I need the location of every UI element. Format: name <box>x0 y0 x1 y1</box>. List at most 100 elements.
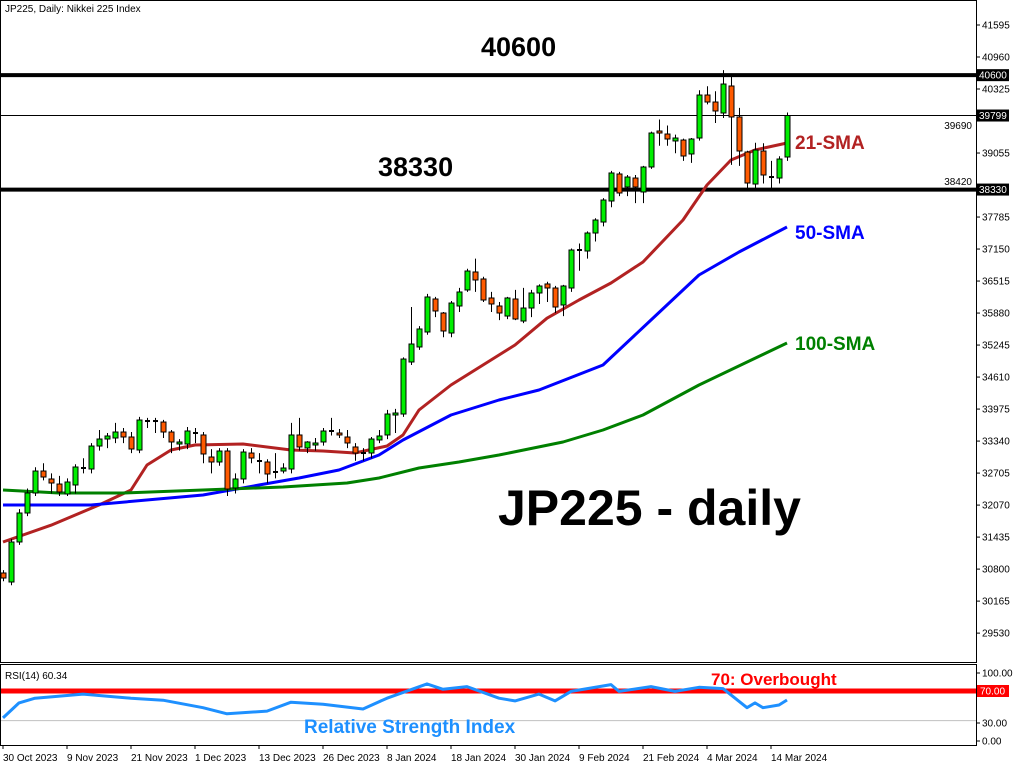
candle <box>384 409 391 440</box>
price-tick-label: 30165 <box>982 597 1010 608</box>
candle <box>88 443 95 474</box>
candle <box>504 296 511 320</box>
candle-body-bull <box>592 219 599 234</box>
candle <box>680 138 687 161</box>
sma50-label: 50-SMA <box>795 223 865 244</box>
candle-body-bull <box>528 292 535 309</box>
price-level-tag-label: 40600 <box>979 71 1007 82</box>
candle-body-bear <box>480 278 487 301</box>
rsi-level-tag <box>977 685 1009 697</box>
candle-body-bear <box>352 446 359 454</box>
candle-body-bull <box>448 302 455 334</box>
candle <box>400 357 407 417</box>
candle <box>273 453 278 479</box>
candle <box>264 459 271 484</box>
price-tick-label: 29530 <box>982 629 1010 640</box>
candle <box>392 408 399 434</box>
price-tick-label: 37150 <box>982 245 1010 256</box>
candle <box>376 429 383 444</box>
price-tick-label: 40325 <box>982 85 1010 96</box>
candle <box>728 75 735 165</box>
candle-body-bull <box>536 285 543 294</box>
candles-layer <box>1 70 791 586</box>
candle-body-bear <box>120 431 127 438</box>
candle-body-bull <box>72 466 79 486</box>
candle <box>296 417 303 451</box>
candle <box>288 422 295 474</box>
candle <box>784 112 791 161</box>
candle <box>440 312 447 338</box>
candle-body-bull <box>416 328 423 348</box>
candle-body-bull <box>64 481 71 495</box>
candle <box>184 426 191 450</box>
candle <box>168 429 175 454</box>
candle-body-bull <box>784 115 791 158</box>
price-tick-label: 39055 <box>982 149 1010 160</box>
candle-body-bull <box>752 149 759 185</box>
candle-body-bull <box>720 83 727 114</box>
candle <box>776 156 783 184</box>
candle <box>120 427 127 444</box>
candle <box>72 464 79 494</box>
sma-line-21-sma <box>2 141 788 544</box>
candle-body-bull <box>96 438 103 447</box>
candle <box>304 441 311 454</box>
candle <box>1 570 7 582</box>
candle <box>368 437 375 459</box>
price-axis: 41595 40960 40325 39690 39055 38420 37785 37150… <box>944 21 1010 640</box>
date-tick-label: 18 Jan 2024 <box>451 753 506 764</box>
overbought-label: 70: Overbought <box>711 670 837 689</box>
date-tick-label: 9 Nov 2023 <box>67 753 119 764</box>
candle-body-bull <box>504 297 511 317</box>
candle-body-bull <box>400 358 407 415</box>
candle-body-bull <box>104 435 111 440</box>
candle <box>32 467 39 497</box>
candle-body-bear <box>552 287 559 308</box>
price-level-tag-label: 38330 <box>979 185 1007 196</box>
sma21-label: 21-SMA <box>795 133 865 154</box>
candle-body-bull <box>392 412 399 416</box>
price-tick-label: 35245 <box>982 341 1010 352</box>
candle <box>552 285 559 314</box>
rsi-title: RSI(14) 60.34 <box>5 671 68 682</box>
candle-body-bull <box>560 285 567 306</box>
candle <box>744 150 751 190</box>
price-tick-label: 36515 <box>982 277 1010 288</box>
date-tick-label: 21 Nov 2023 <box>131 753 188 764</box>
candle-body-bear <box>712 101 719 112</box>
candle <box>145 417 150 428</box>
candle-body-bull <box>376 435 383 441</box>
candle <box>544 281 551 302</box>
candle-body-bull <box>648 132 655 168</box>
candle-body-bull <box>304 441 311 449</box>
candle-body-bull <box>608 172 615 202</box>
candle <box>136 416 143 454</box>
candle <box>128 432 135 454</box>
candle <box>8 538 15 586</box>
candle <box>656 119 663 146</box>
price-tick-label: 34610 <box>982 373 1010 384</box>
price-tick-label: 39690 <box>944 121 972 132</box>
candle <box>696 90 703 141</box>
price-level-tag <box>977 109 1009 122</box>
price-tick-label: 38420 <box>944 177 972 188</box>
candle-body-bear <box>208 456 215 463</box>
rsi-tick-label: 30.00 <box>982 719 1007 730</box>
candle <box>104 433 111 449</box>
price-tick-label: 30800 <box>982 565 1010 576</box>
candle <box>560 284 567 317</box>
candle <box>720 70 727 118</box>
candle <box>320 427 327 446</box>
price-tick-label: 37785 <box>982 213 1010 224</box>
candle <box>520 287 527 324</box>
candle <box>608 170 615 208</box>
sma100-label: 100-SMA <box>795 334 876 355</box>
candle <box>640 165 647 204</box>
candle <box>361 448 366 461</box>
candle <box>664 125 671 146</box>
candle-body-bear <box>40 470 47 478</box>
candle-body-bull <box>176 441 183 445</box>
price-level-tag <box>977 183 1009 196</box>
candle-body-bull <box>624 176 631 188</box>
candle <box>257 453 262 474</box>
